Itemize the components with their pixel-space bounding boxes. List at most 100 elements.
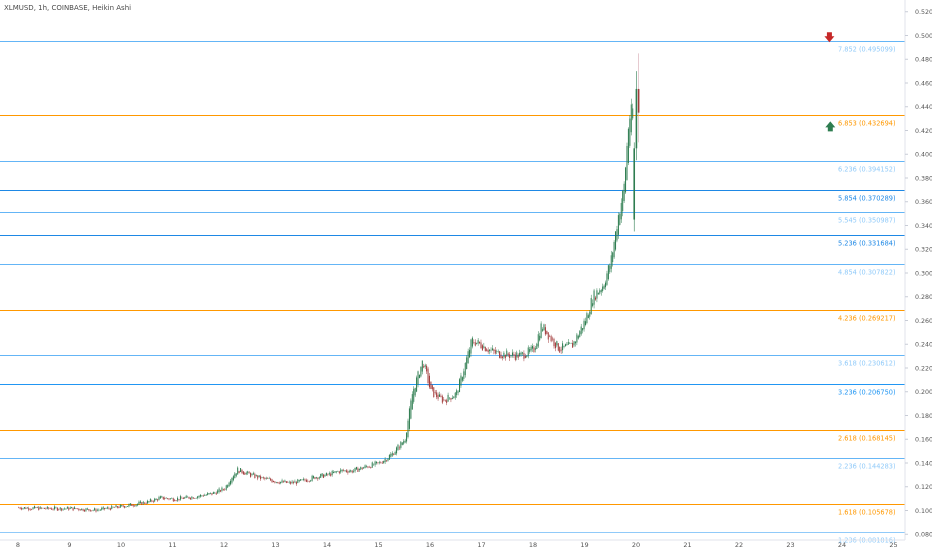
candle-body	[633, 148, 636, 220]
candle-body	[148, 501, 150, 503]
price-tick-label: 0.520000	[915, 9, 932, 16]
price-tick-label: 0.360000	[915, 199, 932, 206]
candle-body	[313, 476, 315, 479]
time-tick-label: 19	[580, 541, 588, 549]
candle-body	[224, 489, 226, 490]
candle-body	[610, 255, 612, 269]
candle-body	[467, 351, 469, 364]
candle-body	[446, 400, 448, 403]
candle-body	[427, 368, 429, 384]
candle-body	[136, 503, 139, 506]
price-tick-label: 0.240000	[915, 342, 932, 349]
candle-body	[341, 469, 343, 471]
candle-body	[540, 323, 542, 339]
candle-body	[423, 366, 425, 368]
candle-body	[377, 462, 379, 464]
time-tick-label: 12	[220, 541, 228, 549]
candle-body	[182, 497, 184, 500]
candle-body	[384, 458, 386, 463]
candle-body	[414, 387, 416, 396]
candle-body	[441, 396, 443, 403]
candle-body	[275, 482, 277, 483]
candle-body	[526, 355, 528, 357]
candle-body	[228, 482, 230, 487]
candle-body	[501, 356, 503, 358]
candle-body	[494, 350, 496, 354]
candle-body	[91, 510, 93, 512]
candle-body	[477, 340, 479, 344]
candle-body	[529, 349, 531, 352]
candle-body	[159, 496, 161, 499]
candle-body	[285, 481, 287, 483]
candle-body	[139, 501, 141, 504]
candle-body	[278, 482, 280, 484]
candle-body	[195, 498, 197, 499]
candle-body	[383, 460, 385, 464]
candle-body	[556, 341, 558, 346]
candle-body	[19, 507, 21, 509]
candle-body	[237, 467, 239, 475]
candle-body	[486, 349, 488, 352]
candle-body	[496, 351, 498, 353]
candle-body	[211, 493, 213, 495]
candle-body	[264, 477, 266, 479]
candle-body	[615, 231, 617, 250]
candle-body	[523, 352, 525, 359]
buy-arrow-icon[interactable]	[825, 121, 836, 132]
candle-body	[447, 394, 449, 402]
candle-body	[138, 501, 140, 505]
candle-body	[546, 330, 548, 334]
candle-body	[82, 509, 84, 511]
candle-body	[89, 509, 91, 512]
candle-body	[600, 289, 602, 292]
candle-body	[357, 468, 359, 472]
candle-body	[26, 507, 28, 509]
candle-body	[119, 504, 121, 508]
time-tick-label: 21	[683, 541, 691, 549]
candle-body	[39, 506, 41, 509]
candle-body	[386, 460, 388, 462]
candle-body	[158, 497, 160, 500]
candle-body	[22, 508, 24, 509]
candle-body	[347, 471, 349, 473]
sell-arrow-icon[interactable]	[824, 32, 835, 43]
candle-body	[231, 477, 233, 483]
time-tick-label: 10	[117, 541, 125, 549]
candle-body	[479, 341, 481, 344]
candle-body	[573, 341, 575, 346]
candle-body	[152, 500, 154, 502]
candle-body	[443, 399, 445, 401]
candle-body	[407, 420, 409, 438]
candle-body	[330, 473, 332, 477]
candle-body	[124, 506, 126, 508]
candle-body	[368, 466, 370, 468]
candle-body	[230, 480, 232, 485]
candle-body	[534, 348, 536, 350]
candle-body	[42, 507, 44, 509]
candle-body	[155, 498, 157, 501]
price-tick-label: 0.120000	[915, 484, 932, 491]
candle-body	[470, 339, 472, 354]
candle-body	[304, 479, 306, 481]
candle-body	[298, 480, 300, 482]
candle-body	[549, 335, 551, 337]
time-axis[interactable]: 8 9 10 11 12 13 14 15 16 17 18 19 20 21 22 23 24 25	[16, 541, 898, 549]
price-axis[interactable]: 0.080000 0.100000 0.120000 0.140000 0.160000…	[905, 9, 932, 539]
candle-body	[172, 498, 174, 502]
candle-body	[199, 494, 201, 497]
candle-body	[593, 290, 595, 305]
candle-body	[537, 334, 539, 347]
candle-body	[500, 354, 502, 359]
candle-body	[254, 473, 256, 479]
candle-body	[536, 343, 538, 349]
candle-body	[81, 508, 83, 510]
candle-body	[569, 342, 571, 344]
candle-body	[184, 497, 186, 499]
price-tick-label: 0.300000	[915, 270, 932, 277]
candle-body	[464, 362, 466, 376]
candle-body	[274, 481, 276, 483]
candle-body	[271, 479, 273, 483]
candle-body	[165, 497, 167, 499]
candle-body	[438, 394, 441, 397]
